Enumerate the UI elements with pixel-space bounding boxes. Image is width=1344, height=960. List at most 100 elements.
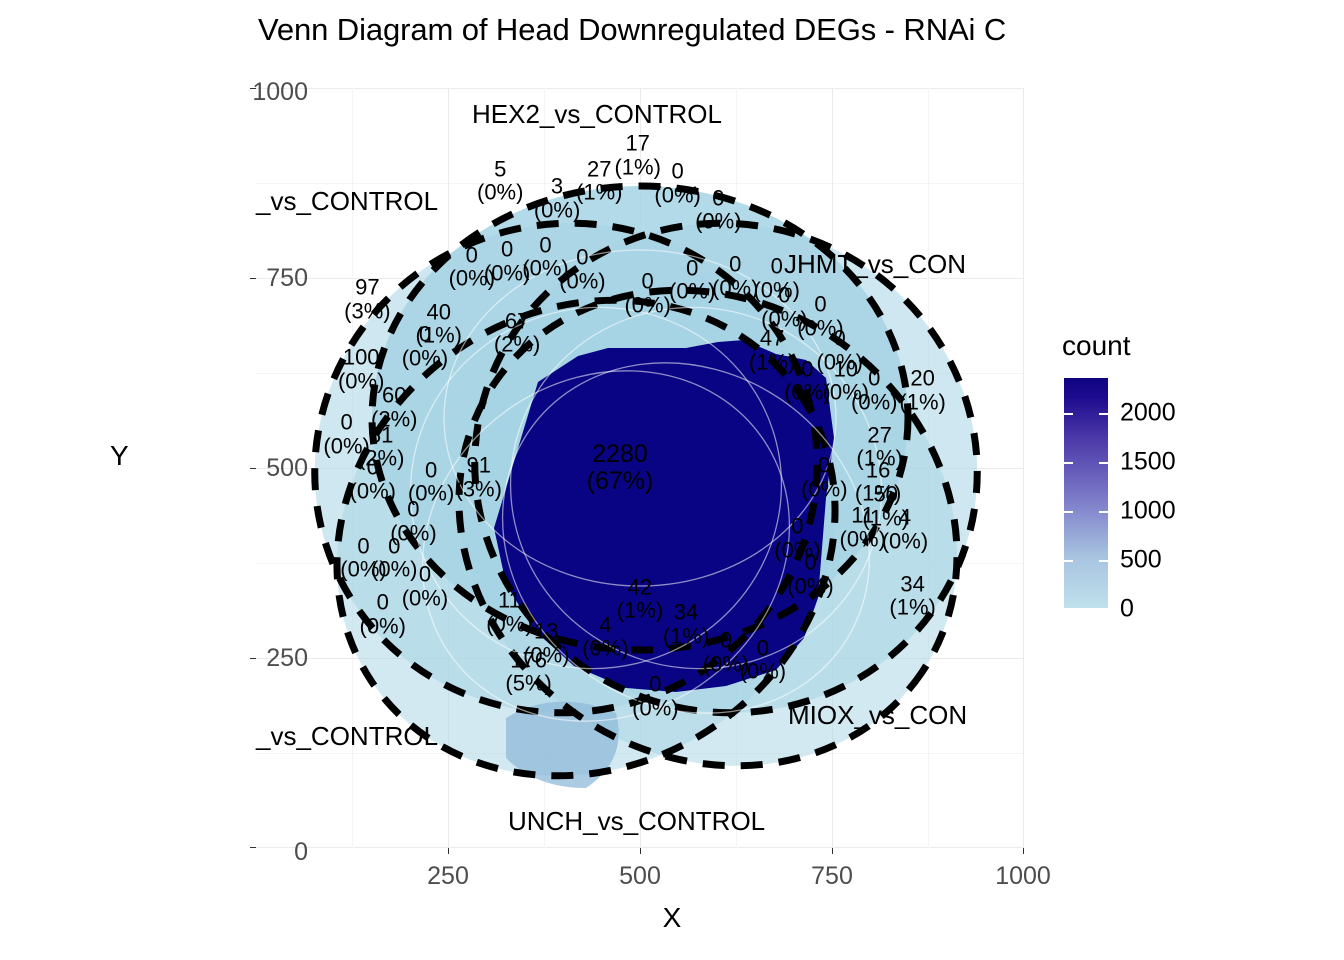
venn-region-count: 0 xyxy=(686,254,699,280)
venn-region-percent: (0%) xyxy=(337,368,385,394)
venn-region-label: 10 (0%) xyxy=(823,357,869,405)
venn-region-percent: (0%) xyxy=(522,255,569,281)
venn-region-count: 176 xyxy=(510,646,547,672)
venn-region-count: 0 xyxy=(649,671,662,697)
venn-region-percent: (0%) xyxy=(739,658,787,684)
venn-region-percent: (0%) xyxy=(702,650,750,676)
venn-region-percent: (0%) xyxy=(695,208,742,234)
venn-region-count: 0 xyxy=(868,365,881,391)
legend-tickmark-1000-r xyxy=(1099,511,1108,513)
legend-title: count xyxy=(1062,330,1131,361)
venn-region-count: 20 xyxy=(910,365,935,391)
venn-region-percent: (0%) xyxy=(349,478,396,504)
venn-region-percent: (2%) xyxy=(371,406,418,432)
venn-region-label: 0 (0%) xyxy=(483,236,531,286)
venn-region-percent: (2%) xyxy=(493,331,541,357)
venn-region-label: 176 (5%) xyxy=(505,648,551,696)
venn-region-count: 11 xyxy=(498,587,521,613)
venn-region-percent: (0%) xyxy=(401,345,449,371)
venn-region-count: 0 xyxy=(791,513,804,539)
venn-region-count: 4 xyxy=(599,611,612,637)
venn-region-percent: (0%) xyxy=(448,265,496,291)
venn-internal-divisions xyxy=(409,249,883,722)
venn-region-label: 91 (3%) xyxy=(455,453,501,501)
venn-region-label: 100 (0%) xyxy=(338,345,384,393)
venn-region-percent: (0%) xyxy=(483,260,531,286)
venn-region-count: 0 xyxy=(465,241,478,267)
venn-region-label: 0 (0%) xyxy=(695,186,741,234)
legend-tickmark-500-r xyxy=(1099,560,1108,562)
venn-region-label: 0 (0%) xyxy=(654,159,700,207)
venn-region-label: 4 (0%) xyxy=(582,613,628,661)
venn-region-count: 3 xyxy=(550,173,564,199)
venn-region-count: 100 xyxy=(342,344,380,370)
venn-region-count: 0 xyxy=(814,291,827,317)
venn-region-percent: (0%) xyxy=(359,612,406,638)
venn-outline-hex2 xyxy=(368,182,912,654)
venn-region-count: 0 xyxy=(500,236,514,262)
xtick-label-500: 500 xyxy=(619,862,661,890)
venn-region-label: 13 (0%) xyxy=(523,619,569,667)
venn-diagram xyxy=(311,182,981,788)
venn-region-percent: (0%) xyxy=(582,635,629,661)
venn-region-count: 0 xyxy=(388,532,401,558)
venn-region-label: 0 (0%) xyxy=(522,233,568,281)
venn-region-count: 0 xyxy=(539,231,552,257)
venn-region-count: 5 xyxy=(494,155,507,181)
venn-region-percent: (0%) xyxy=(476,179,524,205)
venn-region-label: 0 (0%) xyxy=(753,254,799,302)
venn-region-percent: (3%) xyxy=(344,298,391,324)
set-label-left-top: _vs_CONTROL xyxy=(256,186,439,216)
venn-region-label: 0 (0%) xyxy=(774,514,820,562)
gridline-x-1000 xyxy=(1023,88,1024,848)
venn-region-percent: (0%) xyxy=(839,526,886,552)
venn-region-count: 0 xyxy=(407,496,420,522)
venn-region-label: 0 (0%) xyxy=(787,550,833,599)
venn-region-count: 47 xyxy=(759,325,785,351)
xtick-label-750: 750 xyxy=(811,862,853,890)
venn-region-count: 16 xyxy=(865,456,891,482)
venn-region-count: 10 xyxy=(833,355,859,381)
venn-region-count: 0 xyxy=(576,244,589,270)
venn-region-label: 50 (1%) xyxy=(863,482,909,530)
venn-region-percent: (0%) xyxy=(486,611,533,637)
venn-region-count: 97 xyxy=(355,274,380,300)
venn-region-label: 81 (2%) xyxy=(358,423,404,471)
venn-region-percent: (1%) xyxy=(854,480,902,506)
venn-region-label: 47 (1%) xyxy=(749,326,795,374)
venn-region-count: 11 xyxy=(851,502,875,528)
legend-tickmark-2000-r xyxy=(1099,413,1108,415)
ytick-mark-0 xyxy=(250,847,256,848)
venn-region-label: 4 (0%) xyxy=(882,505,928,553)
venn-region-count: 42 xyxy=(627,573,653,599)
venn-region-percent: (1%) xyxy=(856,445,903,471)
ytick-mark-750 xyxy=(250,278,256,279)
venn-region-percent: (0%) xyxy=(624,292,671,318)
venn-region-label: 0 (0%) xyxy=(371,534,417,582)
legend-tick-label-1000: 1000 xyxy=(1120,496,1176,525)
legend-tickmark-1500-r xyxy=(1099,462,1108,464)
venn-region-label: 0 (0%) xyxy=(402,562,448,610)
venn-region-label: 0 (0%) xyxy=(349,455,396,504)
venn-region-count: 0 xyxy=(340,409,353,435)
venn-region-percent: (0%) xyxy=(784,379,831,405)
venn-region-label: 34 (1%) xyxy=(663,600,709,648)
venn-region-count: 0 xyxy=(833,325,846,351)
venn-region-percent: (0%) xyxy=(851,389,898,415)
venn-region-label: 0 (0%) xyxy=(801,453,847,501)
venn-region-label: 5 (0%) xyxy=(477,157,523,205)
venn-region-percent: (1%) xyxy=(616,597,664,623)
venn-region-count: 0 xyxy=(801,355,814,381)
venn-region-label: 0 (0%) xyxy=(761,283,807,331)
venn-region-label: 0 (0%) xyxy=(703,628,749,676)
venn-region-label: 16 (1%) xyxy=(855,458,901,506)
venn-region-percent: (0%) xyxy=(407,480,455,506)
venn-region-label: 0 (0%) xyxy=(816,326,862,374)
venn-region-count: 0 xyxy=(719,627,733,653)
venn-region-percent: (0%) xyxy=(761,305,808,331)
venn-region-count: 91 xyxy=(466,452,491,478)
legend-tickmark-1000-l xyxy=(1064,511,1073,513)
legend-colorbar xyxy=(1064,378,1108,608)
venn-region-count: 34 xyxy=(900,570,925,596)
